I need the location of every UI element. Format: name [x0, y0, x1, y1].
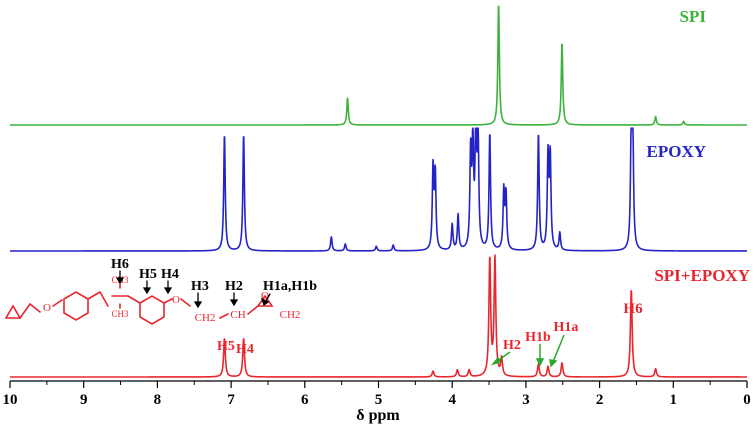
structure-label-h5: H5	[139, 267, 157, 282]
oxygen-label-2: O	[172, 294, 180, 306]
x-axis-ticks: 10 9 8 7 6 5 4 3 2 1 0	[3, 381, 751, 408]
x-tick-label: 10	[3, 392, 18, 408]
annotation-h4: H4	[236, 342, 254, 357]
oxygen-label-1: O	[43, 302, 51, 314]
annotation-h5: H5	[217, 339, 235, 354]
x-tick-label: 2	[596, 392, 604, 408]
structure-label-h3: H3	[191, 279, 209, 294]
epoxide-ring-left	[4, 304, 22, 319]
x-tick-label: 9	[80, 392, 88, 408]
benzene-ring-right	[139, 295, 165, 325]
x-axis: 10 9 8 7 6 5 4 3 2 1 0 δ ppm	[3, 380, 751, 424]
ch-label: CH	[230, 309, 245, 321]
series-label-spi-epoxy: SPI+EPOXY	[654, 266, 750, 285]
structure-label-h4: H4	[161, 267, 179, 282]
epoxide-ring-right	[256, 294, 274, 307]
ch2-end-label: CH2	[280, 309, 301, 321]
peak-annotations: H5 H4 H2 H1b H1a H6	[217, 301, 643, 368]
chemical-structure: CH3 CH3 O O O CH2 CH CH2 H6 H5 H4 H3 H2 …	[4, 257, 317, 325]
x-axis-label: δ ppm	[356, 407, 400, 424]
series-label-spi: SPI	[680, 7, 707, 26]
x-tick-label: 6	[301, 392, 309, 408]
annotation-h1b: H1b	[525, 330, 551, 345]
structure-label-h6: H6	[111, 257, 129, 272]
x-tick-label: 8	[154, 392, 162, 408]
oxygen-label-3: O	[261, 290, 269, 302]
annotation-h6: H6	[623, 301, 643, 317]
trace-epoxy	[9, 127, 748, 252]
trace-spi	[9, 5, 748, 126]
annotation-arrows	[490, 334, 565, 368]
x-tick-label: 4	[448, 392, 456, 408]
structure-label-h2: H2	[225, 279, 243, 294]
ch2-label: CH2	[195, 312, 216, 324]
structure-arrows	[115, 270, 271, 309]
trace-spi-epoxy	[9, 254, 748, 378]
x-tick-label: 0	[743, 392, 751, 408]
annotation-h2: H2	[503, 338, 521, 353]
x-tick-label: 1	[670, 392, 678, 408]
spectra-group	[9, 5, 748, 378]
benzene-ring-left	[63, 291, 89, 321]
series-label-epoxy: EPOXY	[647, 142, 707, 161]
x-tick-label: 5	[375, 392, 383, 408]
structure-label-h1a-h1b: H1a,H1b	[263, 279, 317, 294]
ch3-bottom-label: CH3	[111, 309, 129, 319]
x-tick-label: 3	[522, 392, 530, 408]
annotation-h1a: H1a	[554, 320, 579, 335]
x-tick-label: 7	[227, 392, 235, 408]
